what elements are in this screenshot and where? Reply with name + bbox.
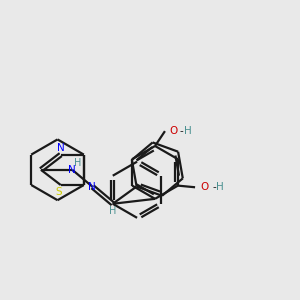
Text: -: -: [212, 182, 216, 192]
Text: H: H: [216, 182, 224, 192]
Text: -: -: [180, 126, 183, 136]
Text: O: O: [201, 182, 209, 192]
Text: H: H: [74, 158, 81, 167]
Text: N: N: [68, 165, 76, 175]
Text: S: S: [56, 187, 62, 197]
Text: N: N: [57, 143, 64, 153]
Text: O: O: [169, 126, 177, 136]
Text: N: N: [88, 182, 96, 192]
Text: H: H: [184, 126, 191, 136]
Text: H: H: [109, 206, 116, 216]
